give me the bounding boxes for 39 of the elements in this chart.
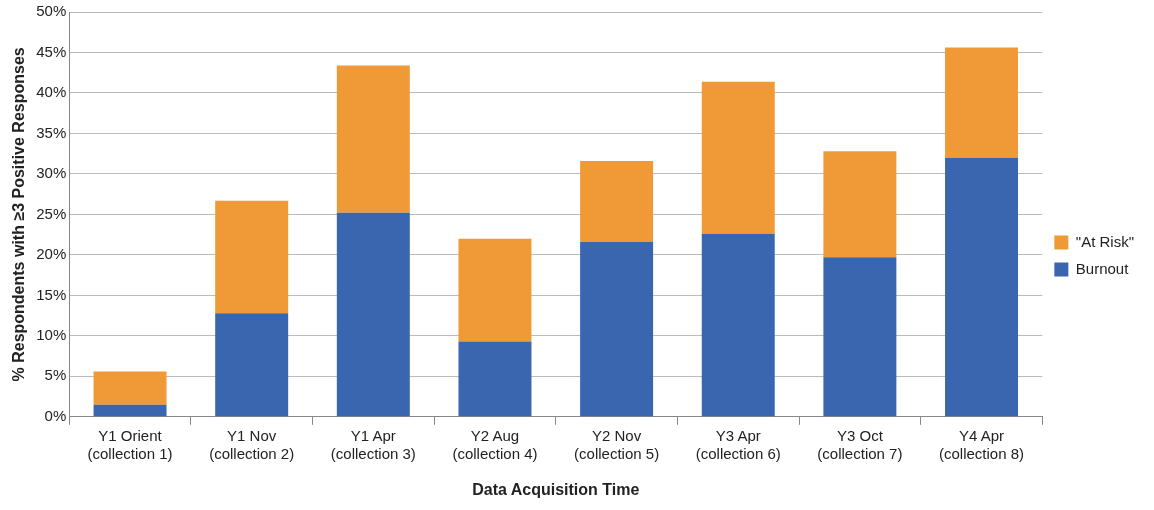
y-tick-label: 20% <box>36 245 67 263</box>
bar <box>945 157 1019 417</box>
bar <box>215 200 289 314</box>
bar <box>945 47 1019 158</box>
x-axis-title: Data Acquisition Time <box>472 480 640 498</box>
y-tick-label: 0% <box>44 406 67 424</box>
bar <box>215 313 289 417</box>
y-tick-label: 10% <box>36 325 67 343</box>
bar <box>336 65 410 213</box>
y-tick-label: 50% <box>36 2 67 20</box>
x-tick-label: Y4 Apr (collection 8) <box>939 426 1025 462</box>
y-tick-label: 25% <box>36 204 67 222</box>
bar <box>336 212 410 417</box>
x-tick-label: Y3 Oct (collection 7) <box>817 426 903 462</box>
bar <box>93 371 167 405</box>
y-tick-label: 5% <box>44 366 67 384</box>
bar <box>580 160 654 242</box>
x-tick-label: Y2 Aug (collection 4) <box>452 426 538 462</box>
bar <box>580 241 654 417</box>
bar <box>458 238 532 342</box>
y-tick-label: 40% <box>36 83 67 101</box>
y-tick-label: 45% <box>36 42 67 60</box>
bar <box>701 81 775 234</box>
x-tick-label: Y2 Nov (collection 5) <box>574 426 660 462</box>
x-tick-label: Y1 Nov (collection 2) <box>209 426 295 462</box>
y-tick-label: 30% <box>36 164 67 182</box>
x-tick-label: Y1 Apr (collection 3) <box>330 426 416 462</box>
y-tick-label: 35% <box>36 123 67 141</box>
bar <box>93 404 167 417</box>
bar <box>823 151 897 258</box>
bar <box>701 233 775 417</box>
bar <box>458 341 532 417</box>
legend-label: "At Risk" <box>1075 232 1134 250</box>
x-tick-label: Y3 Apr (collection 6) <box>695 426 781 462</box>
legend-label: Burnout <box>1075 259 1130 277</box>
y-tick-label: 15% <box>36 285 67 303</box>
y-axis-title: % Respondents with ≥3 Positive Responses <box>10 47 28 382</box>
x-tick-label: Y1 Orient (collection 1) <box>87 426 173 462</box>
bar <box>823 257 897 417</box>
